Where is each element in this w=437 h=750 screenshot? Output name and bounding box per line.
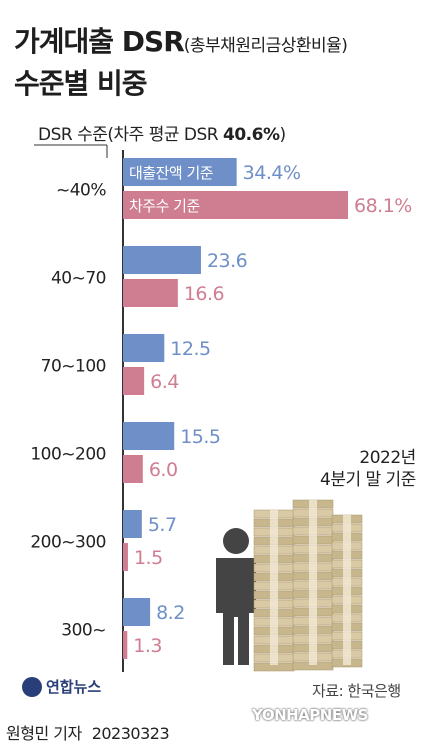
legend-label: 차주수 기준	[129, 197, 200, 215]
bar	[123, 455, 143, 483]
watermark: YONHAPNEWS	[252, 706, 368, 724]
date: 20230323	[91, 724, 170, 743]
bar	[123, 191, 348, 219]
category-label: ~40%	[56, 181, 106, 201]
bar	[123, 279, 178, 307]
data-label: 1.5	[134, 547, 163, 569]
category-label: 200~300	[30, 533, 106, 553]
data-label: 8.2	[156, 602, 185, 624]
bar	[123, 246, 201, 274]
data-label: 16.6	[184, 283, 224, 305]
title-line2: 수준별 비중	[14, 67, 148, 100]
data-label: 6.0	[149, 459, 178, 481]
data-label: 5.7	[148, 514, 177, 536]
average-dsr-value: 40.6%	[223, 125, 280, 145]
legend-label: 대출잔액 기준	[129, 164, 214, 182]
bar	[123, 334, 165, 362]
data-label: 12.5	[170, 338, 210, 360]
data-label: 15.5	[180, 426, 220, 448]
category-label: 70~100	[41, 357, 106, 377]
title-line1: 가계대출 DSR(총부채원리금상환비율)	[14, 25, 348, 58]
title-subtitle: (총부채원리금상환비율)	[183, 36, 348, 56]
reporter: 원형민 기자	[6, 724, 82, 743]
data-label: 1.3	[133, 635, 162, 657]
bar	[123, 367, 145, 395]
category-label: 300~	[61, 621, 106, 641]
bar	[123, 631, 128, 659]
person-icon	[216, 528, 256, 665]
credit: 원형민 기자 20230323	[6, 720, 170, 744]
data-label: 23.6	[207, 250, 247, 272]
bar	[123, 598, 151, 626]
money-stack-icon	[253, 499, 363, 672]
bar	[123, 158, 237, 186]
category-label: 40~70	[51, 269, 106, 289]
data-label: 6.4	[150, 371, 179, 393]
logo-icon	[22, 676, 42, 697]
data-label: 34.4%	[243, 162, 301, 184]
bar	[123, 422, 175, 450]
source-note: 자료: 한국은행	[312, 682, 401, 700]
basis-date: 2022년 4분기 말 기준	[320, 448, 416, 490]
data-label: 68.1%	[354, 195, 412, 217]
yonhap-logo: 연합뉴스	[22, 676, 101, 697]
bar	[123, 510, 142, 538]
bar	[123, 543, 128, 571]
dsr-level-label: DSR 수준(차주 평균 DSR 40.6%)	[38, 125, 286, 145]
category-label: 100~200	[30, 445, 106, 465]
